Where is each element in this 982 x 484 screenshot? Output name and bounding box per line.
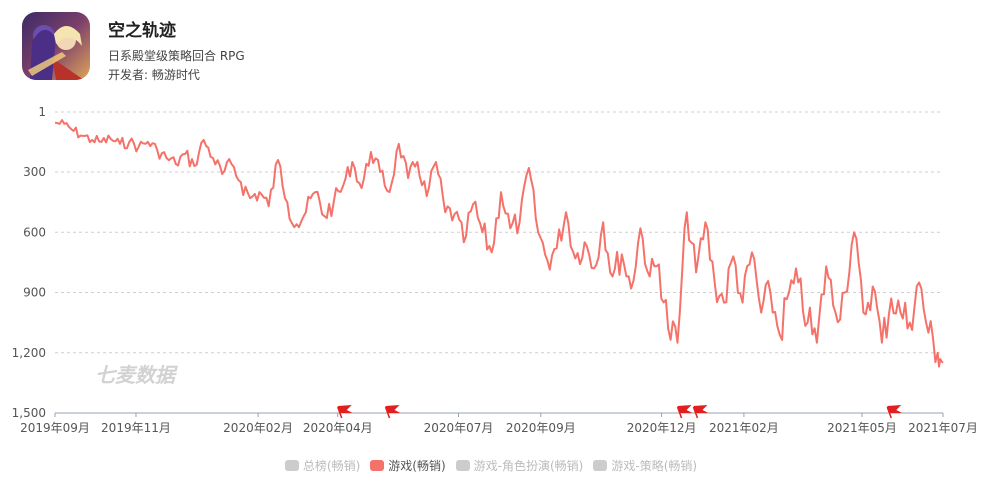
y-axis-ticks: 1 300 600 900 1,200 1,500 <box>12 105 46 420</box>
legend-swatch <box>370 460 385 471</box>
x-tick-label: 2021年07月 <box>908 421 978 435</box>
legend-item[interactable]: 游戏(畅销) <box>370 457 446 474</box>
legend-item[interactable]: 游戏-角色扮演(畅销) <box>455 457 584 474</box>
watermark: 七麦数据 <box>95 363 178 387</box>
y-tick-label: 900 <box>23 286 46 300</box>
app-developer: 开发者: 畅游时代 <box>108 68 200 82</box>
y-tick-label: 1,500 <box>12 406 46 420</box>
legend-label: 游戏-角色扮演(畅销) <box>473 459 584 473</box>
legend-label: 游戏(畅销) <box>388 459 446 473</box>
y-tick-label: 600 <box>23 225 46 239</box>
rank-trend-chart[interactable]: 1 300 600 900 1,200 1,500 2019年09月 2019年11月 202… <box>0 0 982 450</box>
series-layer <box>54 119 944 368</box>
legend-label: 总榜(畅销) <box>302 459 361 473</box>
y-tick-label: 300 <box>23 165 46 179</box>
x-tick-label: 2020年04月 <box>303 421 373 435</box>
x-tick-label: 2020年07月 <box>424 421 494 435</box>
x-tick-label: 2021年02月 <box>709 421 779 435</box>
event-flag-icon[interactable] <box>384 405 401 419</box>
legend-swatch <box>284 460 299 471</box>
x-tick-label: 2021年05月 <box>827 421 897 435</box>
legend-label: 游戏-策略(畅销) <box>611 459 698 473</box>
x-tick-label: 2020年09月 <box>506 421 576 435</box>
event-flag-icon[interactable] <box>337 405 353 419</box>
app-subtitle: 日系殿堂级策略回合 RPG <box>108 49 245 63</box>
event-flags <box>337 405 903 419</box>
x-axis-ticks: 2019年09月 2019年11月 2020年02月 2020年04月 2020年07月… <box>20 413 978 435</box>
app-title: 空之轨迹 <box>108 21 176 41</box>
event-flag-icon[interactable] <box>676 405 693 419</box>
y-tick-label: 1 <box>38 105 46 119</box>
x-tick-label: 2019年09月 <box>20 421 90 435</box>
chart-legend: 总榜(畅销) 游戏(畅销) 游戏-角色扮演(畅销) 游戏-策略(畅销) <box>0 457 982 474</box>
legend-swatch <box>455 460 470 471</box>
legend-item[interactable]: 游戏-策略(畅销) <box>593 457 697 474</box>
x-tick-label: 2020年02月 <box>223 421 293 435</box>
game-app-icon[interactable] <box>22 12 90 80</box>
x-tick-label: 2019年11月 <box>101 421 171 435</box>
legend-swatch <box>593 460 608 471</box>
series-line <box>54 119 944 368</box>
y-tick-label: 1,200 <box>12 346 46 360</box>
event-flag-icon[interactable] <box>692 405 709 419</box>
x-tick-label: 2020年12月 <box>627 421 697 435</box>
legend-item[interactable]: 总榜(畅销) <box>284 457 361 474</box>
grid-lines <box>55 111 943 354</box>
event-flag-icon[interactable] <box>886 405 903 419</box>
